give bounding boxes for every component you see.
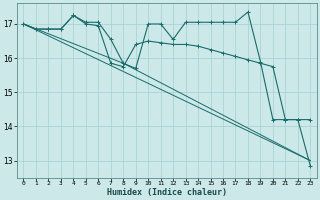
X-axis label: Humidex (Indice chaleur): Humidex (Indice chaleur) [107, 188, 227, 197]
